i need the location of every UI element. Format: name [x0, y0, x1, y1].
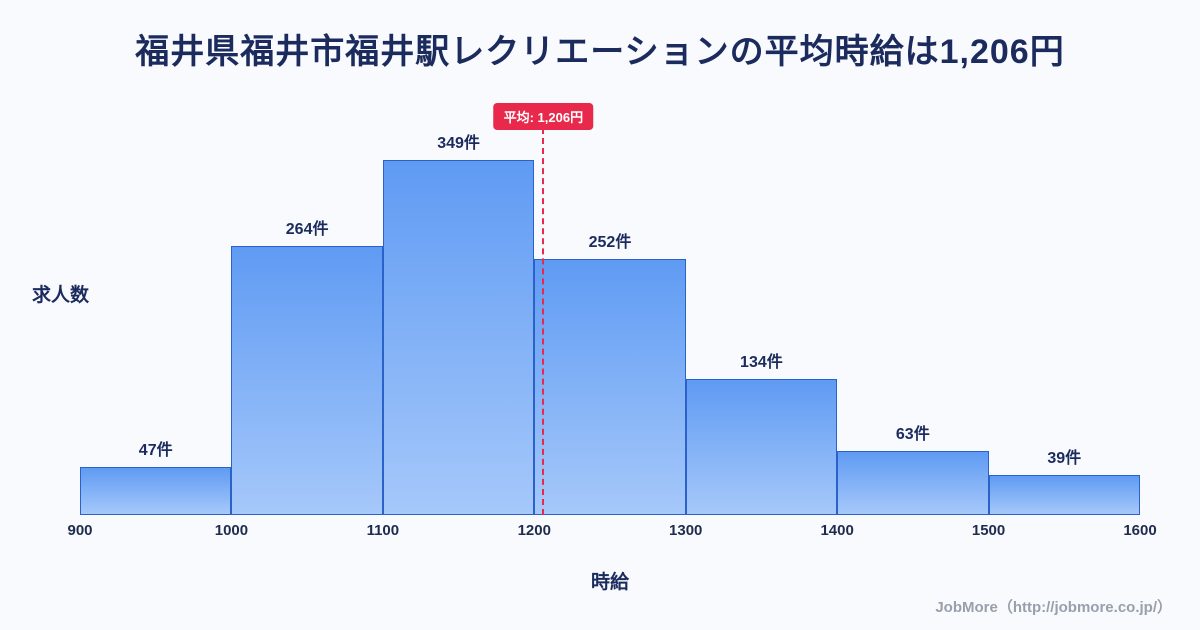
bar-value-label: 134件 [740, 353, 783, 371]
page-title: 福井県福井市福井駅レクリエーションの平均時給は1,206円 [135, 33, 1065, 71]
bar-value-label: 39件 [1047, 450, 1082, 468]
bar-slot: 252件 [534, 228, 686, 515]
histogram-chart: 47件 264件 349件 252件 134件 63件 39件 平均: 1,206円 900… [67, 100, 1157, 539]
x-tick-label: 1600 [1123, 522, 1157, 539]
x-tick-label: 1500 [971, 522, 1006, 539]
x-tick-label: 1400 [820, 522, 854, 539]
average-line [542, 128, 545, 515]
x-tick-label: 1000 [214, 522, 249, 539]
bar-value-label: 264件 [285, 221, 329, 239]
bar-slot: 349件 [382, 129, 535, 515]
x-axis-label: 時給 [590, 572, 629, 593]
x-tick-label: 1300 [669, 522, 703, 539]
y-axis-label: 求人数 [32, 285, 90, 306]
bar-slot: 264件 [231, 215, 383, 515]
bar-value-label: 63件 [895, 425, 930, 443]
histogram-bar [231, 246, 383, 515]
histogram-bar [534, 258, 686, 515]
x-axis-ticks: 900 1000 1100 1200 1300 1400 1500 1600 [67, 515, 1156, 539]
histogram-bar [685, 378, 838, 515]
histogram-bar [382, 160, 535, 515]
histogram-bar [837, 450, 989, 515]
average-badge: 平均: 1,206円 [493, 103, 594, 130]
bar-value-label: 252件 [588, 233, 632, 251]
bar-value-label: 349件 [437, 135, 480, 152]
histogram-bar [988, 475, 1140, 515]
bar-slot: 39件 [988, 444, 1140, 515]
bar-value-label: 47件 [138, 442, 173, 460]
bar-slot: 63件 [837, 420, 989, 515]
bar-slot: 47件 [80, 436, 232, 515]
footer-credit: JobMore（http://jobmore.co.jp/） [935, 599, 1172, 616]
x-tick-label: 900 [67, 522, 93, 539]
histogram-bar [80, 467, 232, 515]
x-tick-label: 1200 [517, 522, 551, 539]
bars-container: 47件 264件 349件 252件 134件 63件 39件 [80, 100, 1140, 515]
x-tick-label: 1100 [366, 522, 400, 539]
bar-slot: 134件 [685, 348, 838, 515]
